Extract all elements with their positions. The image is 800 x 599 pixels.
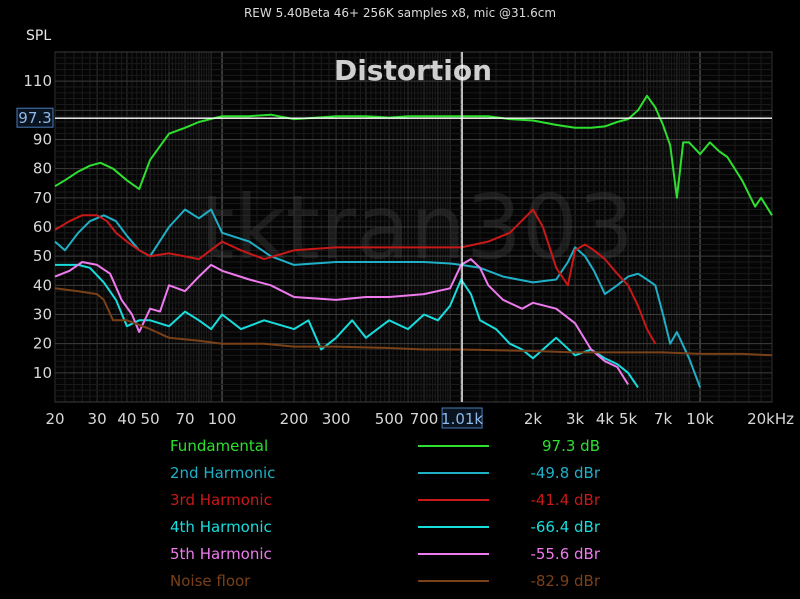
cursor-x-box [441, 407, 483, 429]
x-tick-label: 50 [141, 410, 160, 428]
y-tick-label: 10 [33, 364, 52, 382]
cursor-y-label: 97.3 [18, 109, 51, 127]
legend-name-4: 5th Harmonic [170, 545, 272, 563]
x-tick-label: 20 [45, 410, 64, 428]
y-tick-label: 50 [33, 247, 52, 265]
series-line-4 [54, 258, 629, 386]
legend-reading-2: -41.4 dBr [530, 491, 600, 509]
chart-title: Distortion [334, 54, 492, 87]
x-tick-label: 7k [654, 410, 673, 428]
curves [54, 94, 773, 388]
x-tick-label: 40 [117, 410, 136, 428]
x-tick-label: 300 [322, 410, 351, 428]
series-line-2 [54, 208, 657, 345]
x-tick-label: 2k [524, 410, 543, 428]
legend-reading-1: -49.8 dBr [530, 464, 600, 482]
x-tick-label: 100 [208, 410, 237, 428]
legend: Fundamental 97.3 dB 2nd Harmonic -49.8 dBr 3… [170, 437, 601, 590]
legend-name-1: 2nd Harmonic [170, 464, 275, 482]
legend-reading-0: 97.3 dB [542, 437, 600, 455]
x-tick-label: 500 [375, 410, 404, 428]
y-axis-label: SPL [26, 28, 52, 44]
cursor[interactable]: 97.3 1.01k [16, 52, 772, 429]
legend-name-2: 3rd Harmonic [170, 491, 272, 509]
x-tick-label: 70 [175, 410, 194, 428]
series-line-5 [54, 287, 773, 357]
series-line-1 [54, 208, 702, 388]
x-tick-labels: 20 30 40 50 70 100 200 300 500 700 2k 3k 4k 5k 7k 10k 20… [45, 410, 794, 428]
y-tick-label: 70 [33, 189, 52, 207]
series-line-0 [54, 94, 773, 216]
cursor-y-box [16, 107, 54, 128]
x-tick-label: 30 [88, 410, 107, 428]
y-tick-label: 60 [33, 218, 52, 236]
window-title: REW 5.40Beta 46+ 256K samples x8, mic @3… [243, 6, 557, 20]
legend-name-3: 4th Harmonic [170, 518, 272, 536]
watermark: tktran303 [200, 176, 634, 279]
legend-name-5: Noise floor [170, 572, 251, 590]
legend-reading-3: -66.4 dBr [530, 518, 600, 536]
x-tick-label: 4k [596, 410, 615, 428]
y-tick-label: 80 [33, 160, 52, 178]
grid [54, 51, 773, 403]
cursor-x-label: 1.01k [441, 410, 483, 428]
y-tick-label: 90 [33, 131, 52, 149]
x-tick-label: 3k [566, 410, 585, 428]
legend-reading-4: -55.6 dBr [530, 545, 600, 563]
x-tick-label: 10k [686, 410, 714, 428]
x-tick-label: 20kHz [747, 410, 794, 428]
y-tick-label: 30 [33, 306, 52, 324]
y-tick-label: 20 [33, 335, 52, 353]
y-tick-label: 40 [33, 276, 52, 294]
legend-reading-5: -82.9 dBr [530, 572, 600, 590]
y-tick-label: 110 [23, 72, 52, 90]
legend-name-0: Fundamental [170, 437, 268, 455]
y-tick-labels: 10 20 30 40 50 60 70 80 90 110 [23, 72, 52, 382]
x-tick-label: 5k [619, 410, 638, 428]
x-tick-label: 200 [280, 410, 309, 428]
x-tick-label: 700 [410, 410, 439, 428]
